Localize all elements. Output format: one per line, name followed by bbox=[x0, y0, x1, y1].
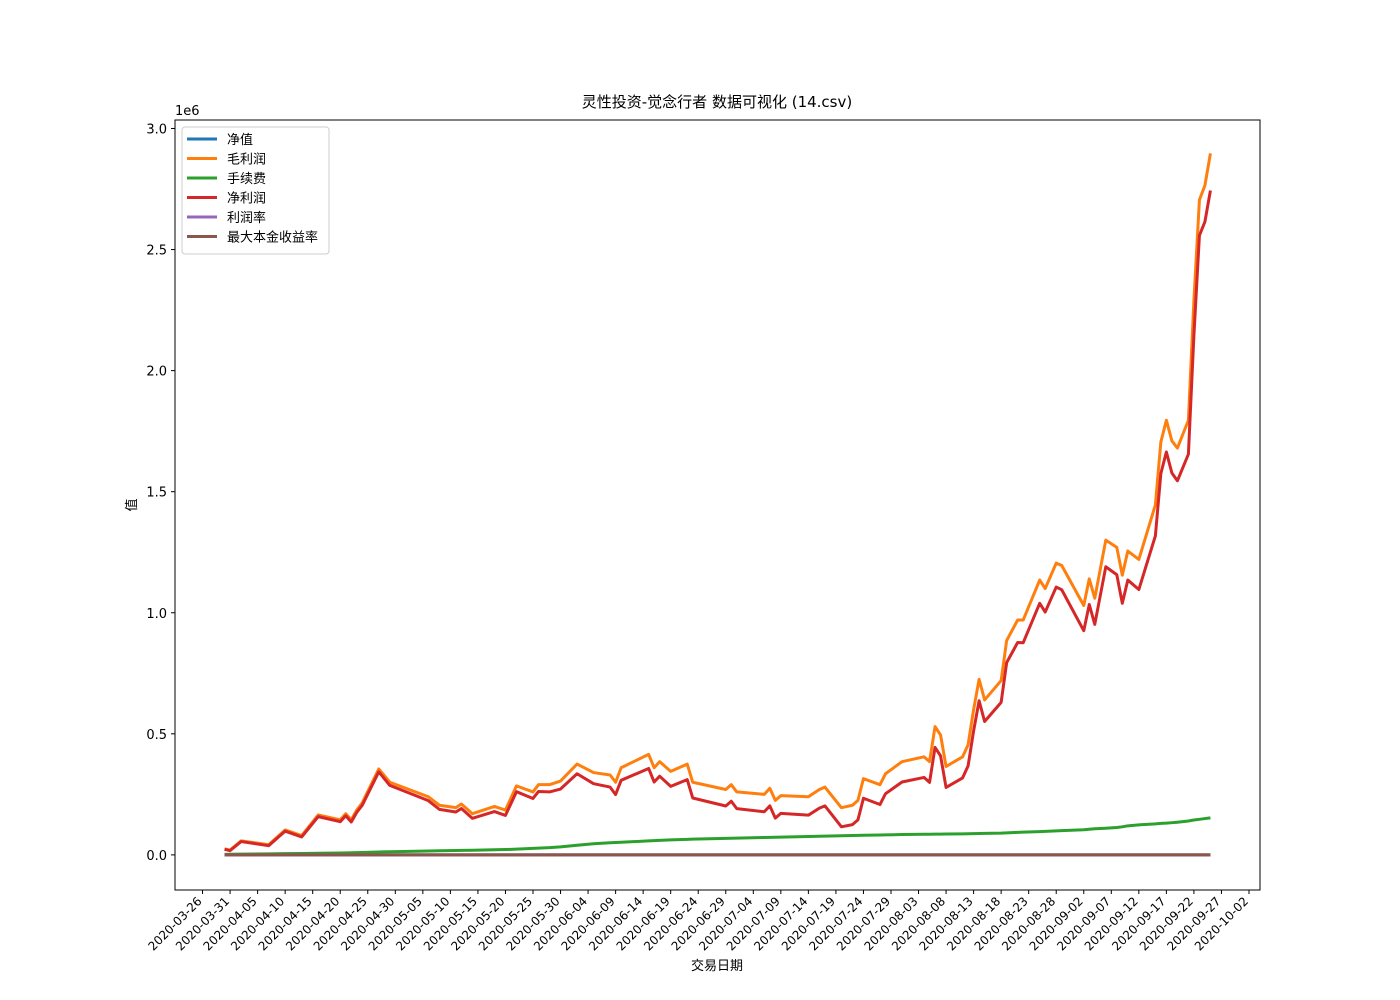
y-tick-label: 2.5 bbox=[146, 244, 167, 259]
legend-label: 手续费 bbox=[227, 172, 266, 187]
x-axis-label: 交易日期 bbox=[691, 958, 743, 974]
y-tick-label: 1.5 bbox=[146, 486, 167, 501]
legend-label: 利润率 bbox=[227, 210, 266, 226]
series-line bbox=[224, 190, 1212, 853]
y-tick-label: 0.5 bbox=[146, 728, 167, 743]
legend-label: 毛利润 bbox=[227, 153, 266, 168]
legend-label: 净值 bbox=[227, 132, 253, 148]
y-tick-label: 0.0 bbox=[146, 849, 167, 864]
legend-box bbox=[181, 126, 330, 255]
plot-area bbox=[174, 119, 1261, 891]
y-tick-label: 3.0 bbox=[146, 122, 167, 137]
y-axis-label: 值 bbox=[124, 498, 140, 511]
chart-title: 灵性投资-觉念行者 数据可视化 (14.csv) bbox=[582, 93, 852, 111]
series-line bbox=[224, 153, 1212, 852]
series-line bbox=[224, 816, 1211, 856]
legend-label: 净利润 bbox=[227, 192, 266, 207]
legend-label: 最大本金收益率 bbox=[227, 230, 318, 246]
y-offset-label: 1e6 bbox=[175, 104, 200, 119]
y-tick-label: 1.0 bbox=[146, 607, 167, 622]
y-tick-label: 2.0 bbox=[146, 365, 167, 380]
